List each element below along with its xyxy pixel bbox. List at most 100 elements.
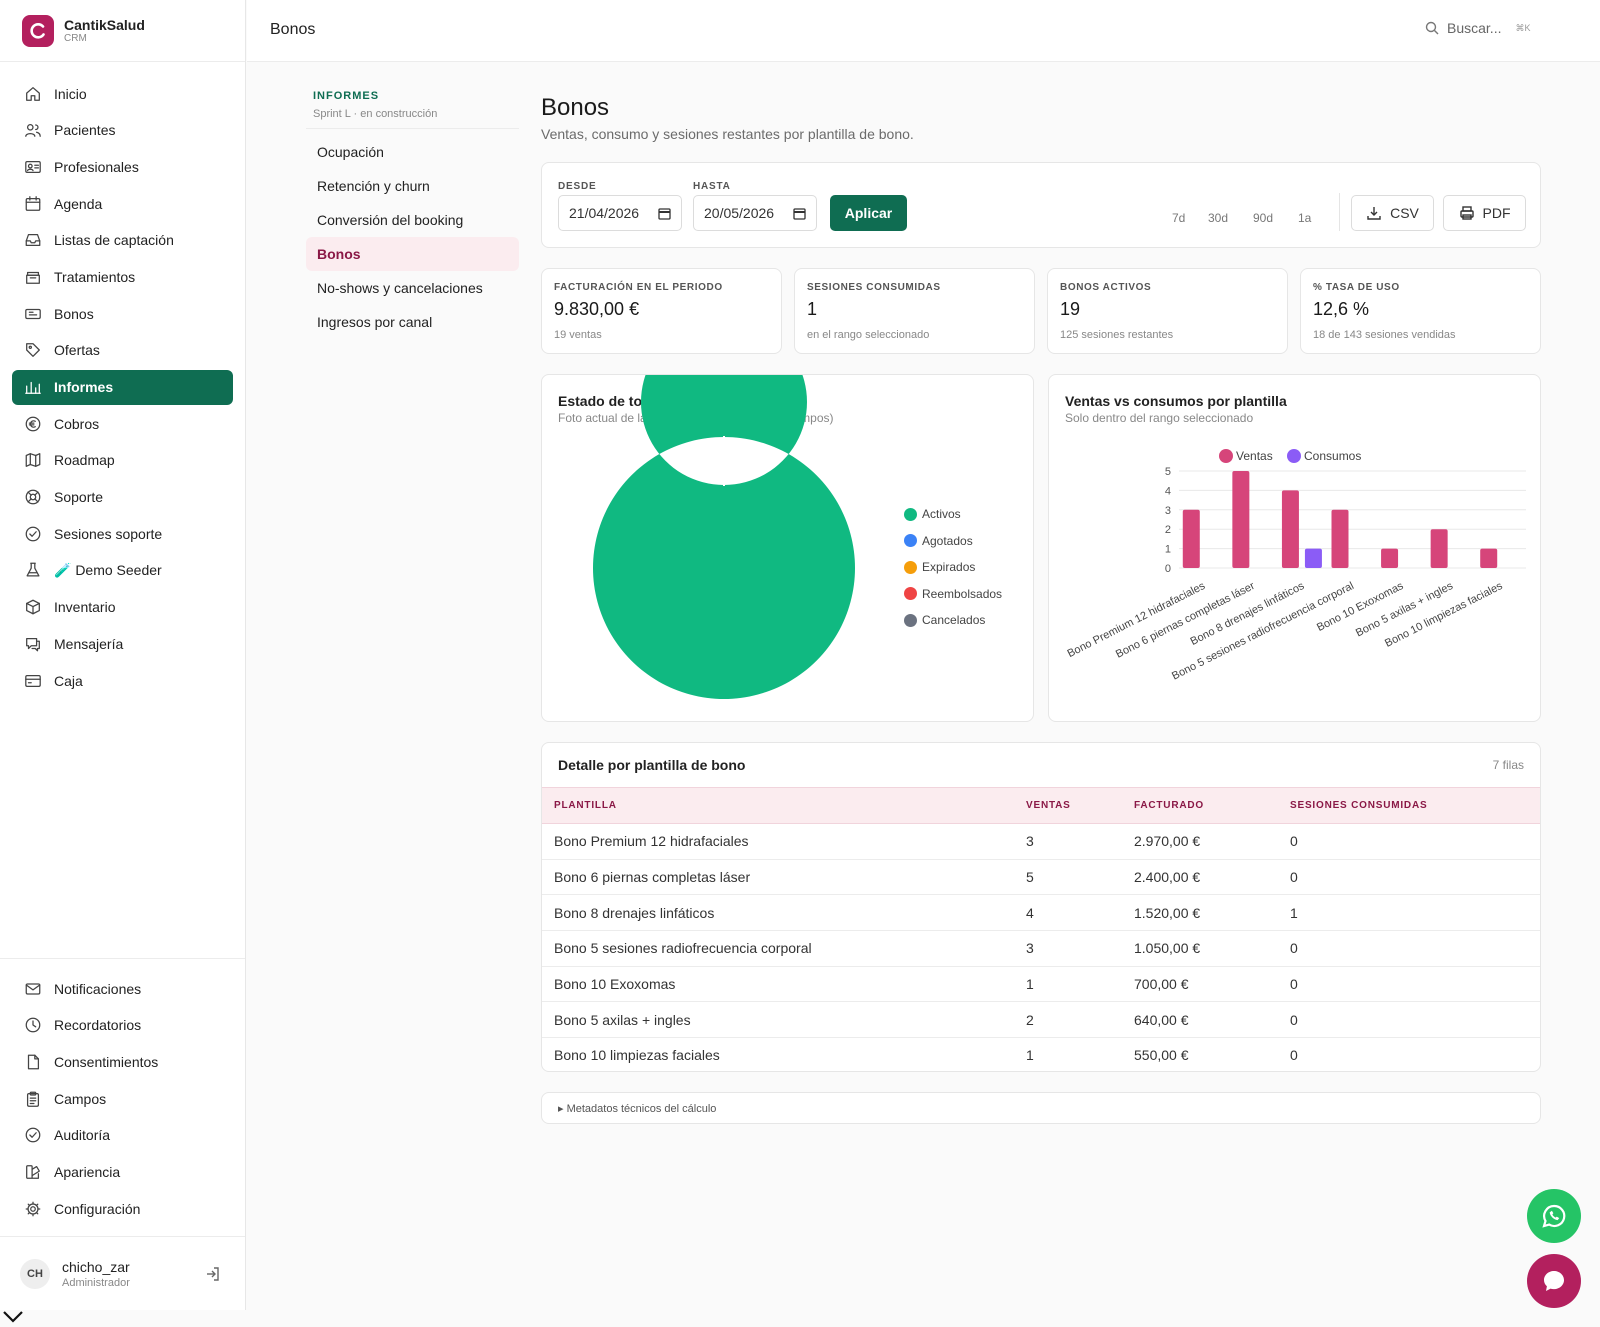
sidebar-item-informes[interactable]: Informes: [12, 369, 233, 405]
sidebar-item-auditoría[interactable]: Auditoría: [12, 1118, 233, 1153]
sidebar-item-label: Inventario: [54, 599, 116, 616]
avatar[interactable]: CH: [20, 1258, 50, 1289]
export-pdf-label: PDF: [1482, 205, 1511, 221]
sidebar-item-pacientes[interactable]: Pacientes: [12, 113, 233, 148]
bar-ventas[interactable]: [1232, 471, 1250, 568]
metadata-toggle[interactable]: ▸ Metadatos técnicos del cálculo: [541, 1092, 1541, 1124]
legend-item[interactable]: Reembolsados: [904, 587, 1002, 601]
from-date-input[interactable]: 21/04/2026: [558, 195, 682, 231]
legend-label[interactable]: Ventas: [1236, 449, 1273, 463]
sidebar-item-caja[interactable]: Caja: [12, 663, 233, 698]
sidebar-item-campos[interactable]: Campos: [12, 1081, 233, 1116]
sidebar-item-label: Soporte: [54, 489, 104, 506]
sidebar-item-soporte[interactable]: Soporte: [12, 480, 233, 515]
report-nav-item[interactable]: Conversión del booking: [317, 212, 464, 228]
sidebar-item-agenda[interactable]: Agenda: [12, 186, 233, 221]
table-row[interactable]: Bono 6 piernas completas láser 5 2.400,00 …: [542, 859, 1540, 896]
sidebar-item-recordatorios[interactable]: Recordatorios: [12, 1008, 233, 1043]
mail-icon: [24, 980, 42, 998]
report-nav-item[interactable]: No-shows y cancelaciones: [317, 280, 483, 296]
legend-label: Cancelados: [922, 613, 986, 627]
sidebar-item-notificaciones[interactable]: Notificaciones: [12, 971, 233, 1006]
range-7d-button[interactable]: 7d: [1172, 211, 1186, 225]
kpi-value: 19: [1060, 299, 1081, 319]
brand-subtitle: CRM: [64, 32, 87, 44]
table-cell: 2: [1026, 1001, 1134, 1039]
apply-button[interactable]: Aplicar: [830, 195, 907, 231]
bar-consumos[interactable]: [1304, 548, 1322, 568]
report-nav-item[interactable]: Retención y churn: [317, 178, 430, 194]
sidebar-item-ofertas[interactable]: Ofertas: [12, 333, 233, 368]
table-row[interactable]: Bono 10 limpiezas faciales 1 550,00 €0: [542, 1037, 1540, 1071]
table-row[interactable]: Bono 5 axilas + ingles 2 640,00 €0: [542, 1001, 1540, 1039]
sidebar-item-label: Ofertas: [54, 342, 100, 359]
table-cell: 0: [1290, 930, 1540, 967]
table-row[interactable]: Bono 10 Exoxomas 1 700,00 €0: [542, 966, 1540, 1003]
legend-label[interactable]: Consumos: [1304, 449, 1361, 463]
bar-ventas[interactable]: [1480, 548, 1498, 568]
sidebar-item-mensajería[interactable]: Mensajería: [12, 626, 233, 661]
sidebar-item-label: Cobros: [54, 415, 100, 432]
table-cell: 3: [1026, 823, 1134, 860]
chevron-down-icon[interactable]: [2, 1310, 24, 1324]
sidebar-item-inventario[interactable]: Inventario: [12, 590, 233, 625]
sidebar-item-profesionales[interactable]: Profesionales: [12, 149, 233, 184]
sidebar-item-demo-seeder[interactable]: 🧪 Demo Seeder: [12, 553, 233, 588]
table-cell: Bono 10 Exoxomas: [542, 966, 1026, 1003]
column-header[interactable]: PLANTILLA: [542, 787, 1026, 824]
export-csv-button[interactable]: CSV: [1351, 195, 1434, 231]
legend-item[interactable]: Expirados: [904, 560, 975, 574]
sidebar-item-tratamientos[interactable]: Tratamientos: [12, 259, 233, 294]
range-1a-button[interactable]: 1a: [1298, 211, 1312, 225]
report-nav-item[interactable]: Bonos: [306, 237, 519, 271]
range-90d-button[interactable]: 90d: [1253, 211, 1274, 225]
chat-support-button[interactable]: [1527, 1254, 1581, 1308]
bar-ventas[interactable]: [1281, 490, 1299, 568]
table-cell: Bono 5 axilas + ingles: [542, 1001, 1026, 1039]
bar-ventas[interactable]: [1331, 509, 1349, 568]
calendar-icon[interactable]: [793, 207, 806, 220]
report-nav-item[interactable]: Ingresos por canal: [317, 314, 433, 330]
lifebuoy-icon: [24, 488, 42, 506]
donut-slice-activos[interactable]: [593, 375, 855, 699]
brand[interactable]: CantikSalud CRM: [0, 0, 245, 62]
sidebar-item-apariencia[interactable]: Apariencia: [12, 1154, 233, 1189]
sidebar-item-bonos[interactable]: Bonos: [12, 296, 233, 331]
sidebar-item-inicio[interactable]: Inicio: [12, 76, 233, 111]
gear-icon: [24, 1200, 42, 1218]
sidebar-item-configuración[interactable]: Configuración: [12, 1191, 233, 1226]
to-date-input[interactable]: 20/05/2026: [693, 195, 817, 231]
column-header[interactable]: VENTAS: [1026, 787, 1134, 824]
column-header[interactable]: SESIONES CONSUMIDAS: [1290, 787, 1540, 824]
report-nav-item[interactable]: Ocupación: [317, 144, 384, 160]
column-header[interactable]: FACTURADO: [1134, 787, 1290, 824]
export-pdf-button[interactable]: PDF: [1443, 195, 1526, 231]
sidebar-item-cobros[interactable]: Cobros: [12, 406, 233, 441]
table-row[interactable]: Bono Premium 12 hidrafaciales 3 2.970,00 €…: [542, 823, 1540, 860]
kpi-value: 12,6 %: [1313, 299, 1370, 319]
sidebar-nav-bottom: Notificaciones Recordatorios Consentimient…: [0, 958, 245, 1228]
sidebar-item-listas-de-captación[interactable]: Listas de captación: [12, 223, 233, 258]
table-row[interactable]: Bono 8 drenajes linfáticos 4 1.520,00 €1: [542, 894, 1540, 932]
bar-ventas[interactable]: [1381, 548, 1399, 568]
brand-logo-icon: [22, 14, 54, 47]
calendar-icon[interactable]: [658, 207, 671, 220]
table-header-row: PLANTILLA VENTAS FACTURADO SESIONES CONS…: [542, 787, 1540, 824]
sidebar-item-consentimientos[interactable]: Consentimientos: [12, 1044, 233, 1079]
table-row[interactable]: Bono 5 sesiones radiofrecuencia corporal…: [542, 930, 1540, 967]
legend-item[interactable]: Cancelados: [904, 613, 985, 627]
bar-ventas[interactable]: [1182, 509, 1200, 568]
whatsapp-button[interactable]: [1527, 1189, 1581, 1243]
search-placeholder: Buscar...: [1447, 20, 1502, 36]
search-input[interactable]: Buscar... ⌘K: [1425, 20, 1530, 36]
sidebar-item-label: Sesiones soporte: [54, 525, 163, 542]
legend-item[interactable]: Agotados: [904, 534, 973, 548]
sidebar-item-label: Roadmap: [54, 452, 115, 469]
table-cell: 0: [1290, 823, 1540, 860]
legend-item[interactable]: Activos: [904, 507, 961, 521]
bar-ventas[interactable]: [1430, 529, 1448, 568]
sidebar-item-sesiones-soporte[interactable]: Sesiones soporte: [12, 516, 233, 551]
logout-icon[interactable]: [204, 1265, 222, 1283]
range-30d-button[interactable]: 30d: [1208, 211, 1229, 225]
sidebar-item-roadmap[interactable]: Roadmap: [12, 443, 233, 478]
